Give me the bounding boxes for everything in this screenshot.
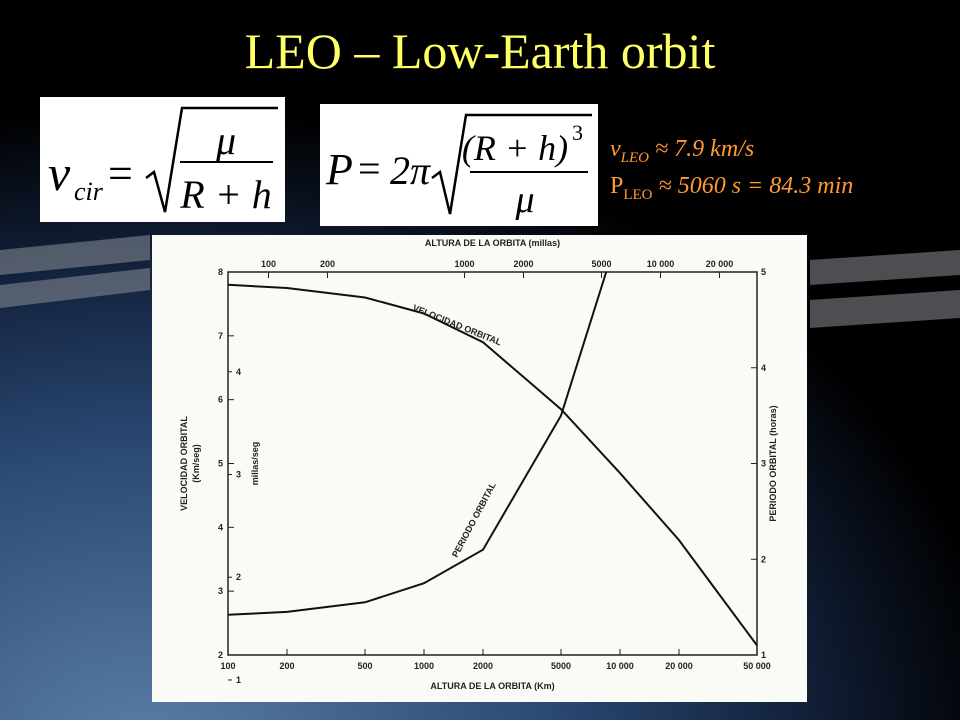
x-tick-label: 2000 — [473, 661, 493, 671]
y-axis-title: VELOCIDAD ORBITAL — [179, 416, 189, 511]
x2-tick-label: 2000 — [513, 259, 533, 269]
note-symbol: v — [610, 136, 621, 162]
y-axis-unit: (Km/seg) — [191, 444, 201, 483]
sqrt-sign — [431, 113, 592, 215]
denominator: μ — [514, 179, 534, 221]
formula-coefficient: 2π — [390, 148, 431, 193]
y3-tick-label: 2 — [236, 572, 241, 582]
numerator: (R + h) — [462, 128, 568, 168]
y-tick-label: 5 — [218, 459, 223, 469]
note: PLEO ≈ 5060 s = 84.3 min — [610, 173, 853, 203]
y2-axis-title: PERIODO ORBITAL (horas) — [768, 405, 778, 521]
y3-tick-label: 4 — [236, 367, 241, 377]
series-line — [227, 283, 758, 646]
sqrt-sign — [145, 106, 278, 213]
note-sub: LEO — [620, 150, 650, 166]
note-symbol: P — [610, 173, 623, 199]
y-tick-label: 4 — [218, 522, 223, 532]
x-tick-label: 5000 — [551, 661, 571, 671]
y3-tick-label: 3 — [236, 469, 241, 479]
formula-sub: cir — [74, 177, 104, 206]
station-panels — [0, 235, 960, 328]
y-tick-label: 6 — [218, 395, 223, 405]
y2-tick-label: 4 — [761, 363, 766, 373]
y3-tick-label: 1 — [236, 675, 241, 685]
x-tick-label: 20 000 — [665, 661, 693, 671]
y-tick-label: 7 — [218, 331, 223, 341]
formula-equals: = — [108, 149, 133, 198]
formula-equals: = — [358, 146, 381, 191]
x2-tick-label: 100 — [261, 259, 276, 269]
x2-axis-title: ALTURA DE LA ORBITA (millas) — [425, 238, 560, 248]
x-tick-label: 100 — [220, 661, 235, 671]
note: vLEO ≈ 7.9 km/s — [610, 136, 754, 166]
formula: v cir = μ R + h — [48, 106, 278, 217]
y2-tick-label: 2 — [761, 554, 766, 564]
chart-panel — [152, 235, 807, 702]
formula-lhs: v — [48, 145, 71, 201]
x2-tick-label: 200 — [320, 259, 335, 269]
exponent: 3 — [572, 120, 583, 145]
x2-tick-label: 10 000 — [647, 259, 675, 269]
x-tick-label: 200 — [279, 661, 294, 671]
formula: P = 2π (R + h) 3 μ — [325, 113, 592, 221]
note-text: ≈ 7.9 km/s — [655, 136, 754, 162]
y2-tick-label: 1 — [761, 650, 766, 660]
slide-title: LEO – Low-Earth orbit — [245, 23, 716, 79]
x-tick-label: 50 000 — [743, 661, 771, 671]
y2-tick-label: 5 — [761, 267, 766, 277]
denominator: R + h — [179, 172, 271, 217]
y2-tick-label: 3 — [761, 459, 766, 469]
x2-tick-label: 5000 — [591, 259, 611, 269]
y-tick-label: 2 — [218, 650, 223, 660]
notes: vLEO ≈ 7.9 km/s PLEO ≈ 5060 s = 84.3 min — [610, 136, 853, 203]
note-sub: LEO — [623, 187, 652, 203]
x2-tick-label: 20 000 — [706, 259, 734, 269]
y-tick-label: 3 — [218, 586, 223, 596]
y-tick-label: 8 — [218, 267, 223, 277]
note-text: ≈ 5060 s = 84.3 min — [659, 173, 854, 199]
x-tick-label: 1000 — [414, 661, 434, 671]
y3-axis-title: millas/seg — [250, 442, 260, 486]
x-tick-label: 500 — [357, 661, 372, 671]
numerator: μ — [215, 118, 236, 163]
x-tick-label: 10 000 — [606, 661, 634, 671]
x2-tick-label: 1000 — [454, 259, 474, 269]
x-axis-title: ALTURA DE LA ORBITA (Km) — [430, 681, 554, 691]
series-line — [227, 271, 608, 616]
formula-lhs: P — [325, 145, 353, 194]
